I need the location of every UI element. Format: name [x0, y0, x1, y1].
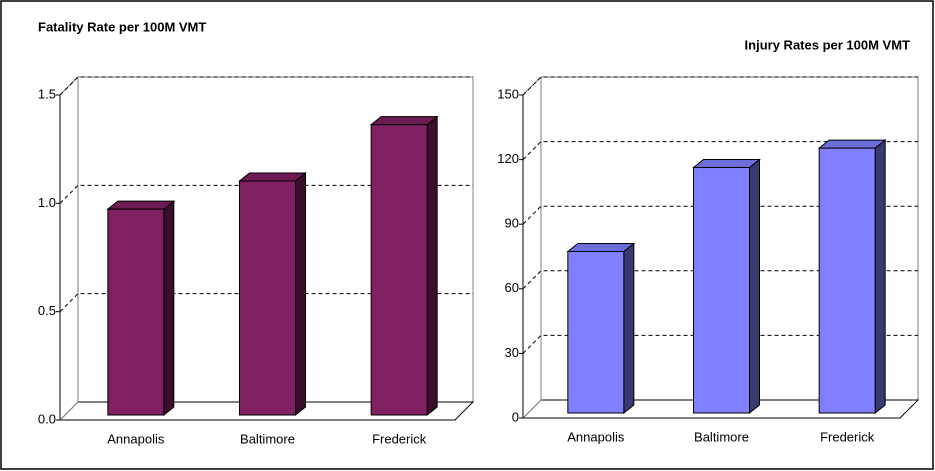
grid-line: [59, 184, 473, 204]
bar-side: [426, 115, 438, 417]
bar-front: [693, 167, 750, 414]
bar-top: [106, 200, 176, 210]
bar-side: [874, 139, 886, 415]
bar-top: [566, 243, 636, 252]
bar-front: [370, 124, 428, 416]
x-tick-label: Annapolis: [567, 429, 625, 444]
bar: [817, 139, 887, 415]
y-tick-label: 30: [505, 345, 519, 360]
bar-side: [623, 242, 635, 415]
y-tick-label: 120: [497, 151, 519, 166]
bar: [566, 242, 636, 415]
y-tick-label: 1.5: [38, 86, 56, 101]
y-tick-label: 1.0: [38, 195, 56, 210]
grid-line: [522, 76, 918, 96]
bar-top: [238, 172, 307, 182]
grid-line: [59, 293, 473, 313]
x-tick-label: Baltimore: [240, 431, 295, 446]
bar: [369, 115, 439, 417]
bar-front: [107, 208, 165, 416]
grid-line: [522, 205, 918, 225]
y-tick-label: 150: [497, 86, 519, 101]
bar-side: [749, 158, 760, 415]
chart-title: Fatality Rate per 100M VMT: [38, 19, 206, 34]
grid-line: [522, 141, 918, 160]
bar-top: [817, 139, 887, 149]
x-tick-label: Baltimore: [694, 429, 749, 444]
bar: [238, 171, 307, 417]
bar-front: [567, 251, 625, 414]
bar-top: [692, 159, 761, 169]
bar: [106, 200, 176, 417]
chart-title: Injury Rates per 100M VMT: [745, 37, 910, 52]
bar-front: [239, 180, 296, 416]
bar-side: [295, 171, 306, 417]
bar-side: [163, 200, 175, 417]
grid-line: [522, 270, 918, 290]
grid-line: [59, 76, 473, 96]
bar: [692, 158, 761, 415]
x-tick-label: Frederick: [820, 429, 875, 444]
y-tick-label: 90: [505, 216, 519, 231]
grid-line: [522, 334, 918, 354]
x-tick-label: Frederick: [372, 431, 427, 446]
bar-front: [818, 147, 876, 414]
x-tick-label: Annapolis: [107, 431, 165, 446]
y-tick-label: 0: [512, 409, 519, 424]
y-tick-label: 0.0: [38, 411, 56, 426]
side-wall: [522, 75, 542, 420]
y-tick-label: 60: [505, 280, 519, 295]
y-tick-label: 0.5: [38, 303, 56, 318]
bar-top: [369, 116, 439, 126]
side-wall: [59, 75, 79, 422]
